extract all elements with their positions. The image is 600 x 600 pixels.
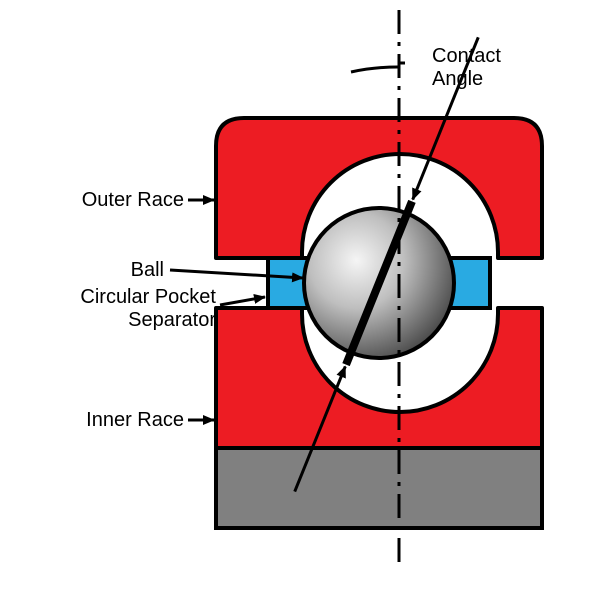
shaft-block xyxy=(216,448,542,528)
label-separator: Circular Pocket Separator xyxy=(80,286,216,332)
contact-angle-arc xyxy=(351,67,399,72)
label-separator-l1: Circular Pocket xyxy=(80,286,216,308)
label-contact-angle-l1: Contact xyxy=(432,45,501,67)
label-contact-angle-l2: Angle xyxy=(432,68,483,90)
label-outer-race: Outer Race xyxy=(82,189,184,212)
bearing-diagram: Contact Angle Outer Race Ball Circular P… xyxy=(0,0,600,600)
label-separator-l2: Separator xyxy=(128,309,216,331)
label-ball: Ball xyxy=(131,259,164,282)
label-inner-race: Inner Race xyxy=(86,409,184,432)
arrow-separator xyxy=(220,297,265,305)
label-contact-angle: Contact Angle xyxy=(432,45,501,91)
